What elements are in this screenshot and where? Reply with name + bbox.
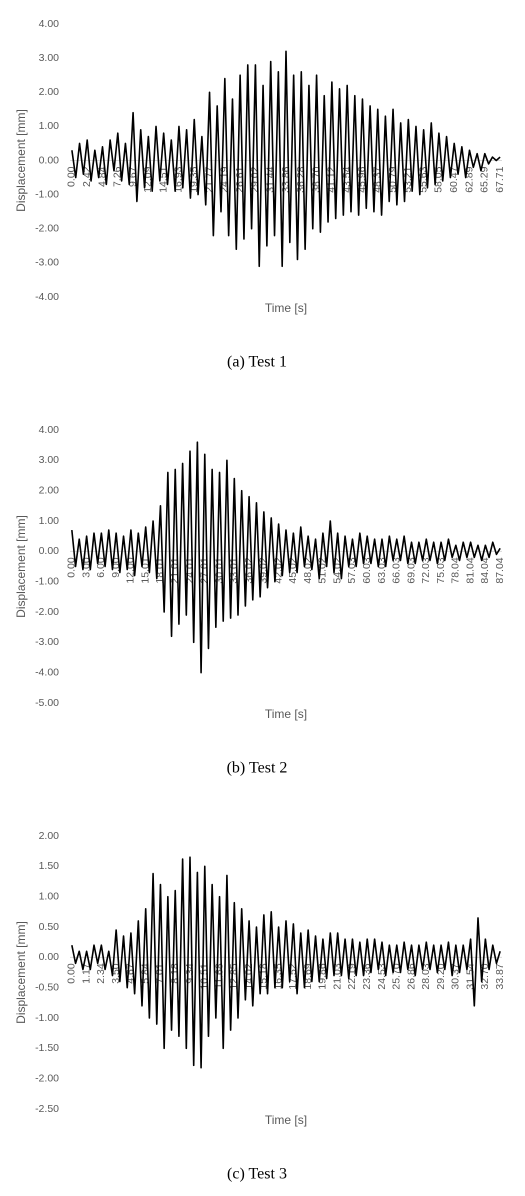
x-tick-label: 33.87 — [494, 963, 506, 989]
x-tick-label: 33.86 — [280, 166, 292, 192]
y-axis-title: Displacement [mm] — [14, 921, 28, 1024]
y-tick-label: -4.00 — [35, 666, 59, 678]
x-tick-label: 36.28 — [295, 166, 307, 192]
y-axis-title: Displacement [mm] — [14, 109, 28, 212]
y-tick-label: -1.00 — [35, 1012, 59, 1024]
data-line — [71, 856, 501, 1069]
y-tick-label: 4.00 — [39, 18, 60, 30]
y-tick-label: 1.00 — [39, 515, 60, 527]
y-tick-label: 2.00 — [39, 484, 60, 496]
x-tick-label: 78.04 — [450, 557, 462, 583]
y-tick-label: 3.00 — [39, 52, 60, 64]
caption: (c) Test 3 — [227, 1166, 287, 1183]
y-tick-label: 0.00 — [39, 545, 60, 557]
y-tick-label: -2.50 — [35, 1103, 59, 1115]
x-tick-label: 81.04 — [464, 557, 476, 583]
y-tick-label: -0.50 — [35, 981, 59, 993]
x-tick-label: 87.04 — [494, 557, 506, 583]
y-tick-label: -5.00 — [35, 697, 59, 709]
x-tick-label: 26.61 — [234, 166, 246, 192]
x-tick-label: 0.00 — [66, 963, 78, 984]
x-tick-label: 67.71 — [494, 166, 506, 192]
y-tick-label: 1.50 — [39, 860, 60, 872]
x-axis-title: Time [s] — [265, 301, 307, 315]
y-tick-label: 3.00 — [39, 454, 60, 466]
y-tick-label: -1.50 — [35, 1042, 59, 1054]
y-tick-label: 0.50 — [39, 921, 60, 933]
x-tick-label: 84.04 — [479, 557, 491, 583]
x-axis-title: Time [s] — [265, 707, 307, 721]
y-tick-label: 2.00 — [39, 86, 60, 98]
y-tick-label: 1.00 — [39, 120, 60, 132]
y-tick-label: -2.00 — [35, 1072, 59, 1084]
y-tick-label: -3.00 — [35, 257, 59, 269]
y-tick-label: 1.00 — [39, 890, 60, 902]
data-line — [71, 441, 501, 674]
y-tick-label: 0.00 — [39, 154, 60, 166]
y-axis-title: Displacement [mm] — [14, 515, 28, 618]
y-tick-label: -2.00 — [35, 606, 59, 618]
y-tick-label: -2.00 — [35, 223, 59, 235]
x-tick-label: 66.03 — [391, 557, 403, 583]
x-axis-title: Time [s] — [265, 1113, 307, 1127]
y-tick-label: 0.00 — [39, 951, 60, 963]
y-tick-label: 2.00 — [39, 830, 60, 842]
y-tick-label: 4.00 — [39, 424, 60, 436]
y-tick-label: -1.00 — [35, 575, 59, 587]
y-tick-label: -4.00 — [35, 291, 59, 303]
x-tick-label: 10.51 — [199, 963, 211, 989]
data-line — [71, 50, 501, 268]
y-tick-label: -1.00 — [35, 188, 59, 200]
y-tick-label: -3.00 — [35, 636, 59, 648]
x-tick-label: 65.29 — [479, 166, 491, 192]
caption: (b) Test 2 — [227, 760, 288, 777]
caption: (a) Test 1 — [227, 354, 287, 371]
x-tick-label: 72.03 — [420, 557, 432, 583]
